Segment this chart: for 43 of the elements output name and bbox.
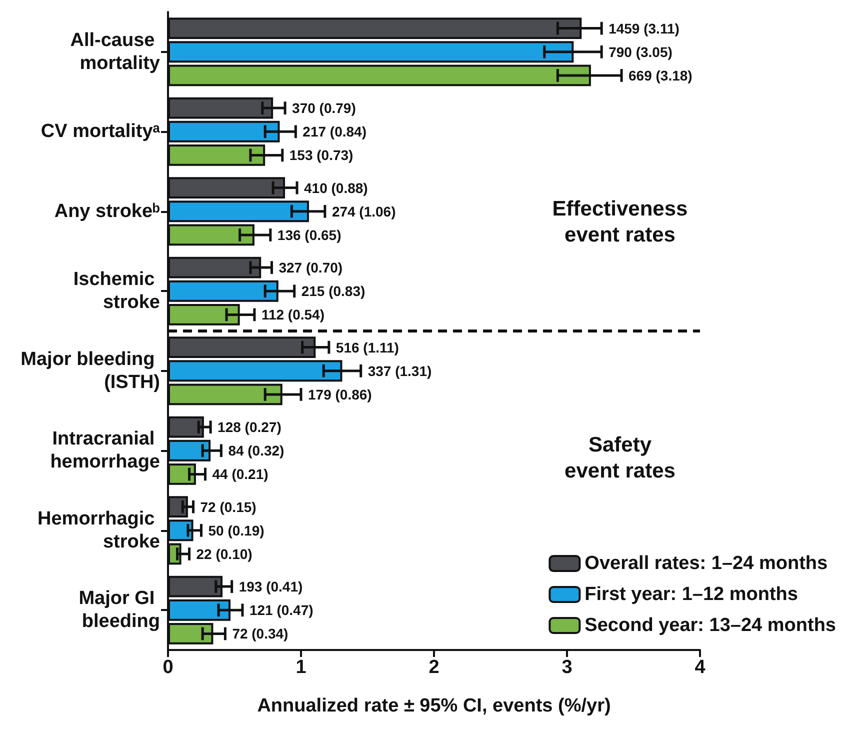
data-label: 72 (0.15): [200, 498, 256, 515]
data-label: 193 (0.41): [238, 578, 303, 595]
legend-label: Second year: 13–24 months: [584, 615, 836, 636]
y-tick-label: All-cause mortality: [70, 30, 160, 74]
data-label: 274 (1.06): [332, 203, 396, 220]
data-label: 121 (0.47): [249, 602, 314, 618]
data-label: 44 (0.21): [212, 466, 268, 482]
x-tick-label: 1: [296, 657, 307, 678]
data-label: 179 (0.86): [308, 386, 372, 402]
y-tick-label: Major GI bleeding: [78, 588, 160, 632]
x-tick-label: 3: [562, 657, 572, 678]
data-label: 1459 (3.11): [608, 20, 680, 36]
legend-label: Overall rates: 1–24 months: [584, 553, 828, 574]
data-label: 327 (0.70): [278, 260, 343, 276]
y-tick-label: Major bleeding (ISTH): [20, 348, 160, 393]
data-label: 50 (0.19): [208, 522, 264, 538]
data-label: 217 (0.84): [302, 124, 367, 140]
legend-label: First year: 1–12 months: [584, 584, 798, 605]
y-tick-label: CV mortalityᵃ: [40, 121, 161, 142]
annotation: Safety event rates: [564, 434, 676, 482]
data-label: 410 (0.88): [304, 180, 368, 196]
y-tick-label: Ischemic stroke: [73, 269, 160, 314]
y-tick-label: Hemorrhagic stroke: [38, 508, 160, 552]
x-tick-label: 2: [428, 657, 440, 678]
x-tick-label: 4: [694, 657, 706, 678]
data-label: 669 (3.18): [628, 67, 692, 84]
data-label: 153 (0.73): [289, 147, 354, 164]
data-label: 790 (3.05): [608, 44, 672, 60]
x-axis-title: Annualized rate ± 95% CI, events (%/yr): [257, 696, 611, 716]
data-label: 128 (0.27): [218, 419, 282, 436]
y-tick-label: Intracranial hemorrhage: [50, 428, 160, 473]
data-label: 112 (0.54): [261, 306, 325, 323]
data-label: 84 (0.32): [228, 442, 284, 459]
y-tick-label: Any strokeᵇ: [54, 200, 160, 222]
data-label: 516 (1.11): [336, 339, 399, 356]
data-label: 337 (1.31): [368, 362, 432, 379]
x-tick-label: 0: [162, 657, 174, 678]
data-label: 22 (0.10): [196, 546, 252, 562]
data-label: 136 (0.65): [277, 226, 342, 243]
data-label: 370 (0.79): [292, 100, 356, 116]
data-label: 72 (0.34): [232, 626, 288, 642]
data-label: 215 (0.83): [301, 283, 366, 300]
annotation: Effectiveness event rates: [552, 198, 688, 246]
